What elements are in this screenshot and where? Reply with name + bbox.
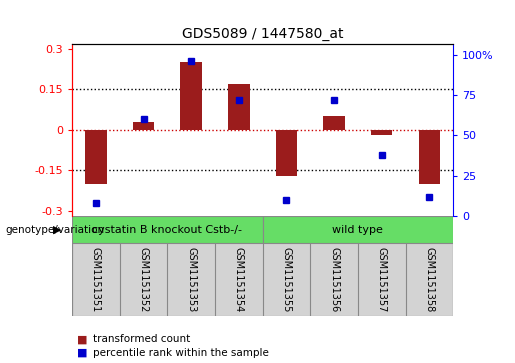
- Title: GDS5089 / 1447580_at: GDS5089 / 1447580_at: [182, 27, 344, 41]
- Bar: [228, 84, 250, 130]
- Text: GSM1151358: GSM1151358: [424, 247, 434, 312]
- Text: genotype/variation: genotype/variation: [5, 225, 104, 234]
- Text: ▶: ▶: [53, 225, 62, 234]
- Text: GSM1151353: GSM1151353: [186, 247, 196, 312]
- Text: GSM1151351: GSM1151351: [91, 247, 101, 312]
- Text: percentile rank within the sample: percentile rank within the sample: [93, 348, 269, 358]
- Text: GSM1151357: GSM1151357: [377, 247, 387, 312]
- Text: ■: ■: [77, 334, 88, 344]
- Bar: [263, 216, 453, 243]
- Bar: [323, 116, 345, 130]
- Bar: [371, 130, 392, 135]
- Text: GSM1151354: GSM1151354: [234, 247, 244, 312]
- Bar: [419, 130, 440, 184]
- Bar: [276, 130, 297, 176]
- Bar: [133, 122, 154, 130]
- Text: ■: ■: [77, 348, 88, 358]
- Text: GSM1151352: GSM1151352: [139, 247, 148, 312]
- Text: cystatin B knockout Cstb-/-: cystatin B knockout Cstb-/-: [92, 225, 243, 234]
- Bar: [180, 62, 202, 130]
- Text: GSM1151355: GSM1151355: [282, 247, 291, 312]
- Bar: [72, 216, 263, 243]
- Text: GSM1151356: GSM1151356: [329, 247, 339, 312]
- Text: transformed count: transformed count: [93, 334, 190, 344]
- Text: wild type: wild type: [333, 225, 383, 234]
- Bar: [85, 130, 107, 184]
